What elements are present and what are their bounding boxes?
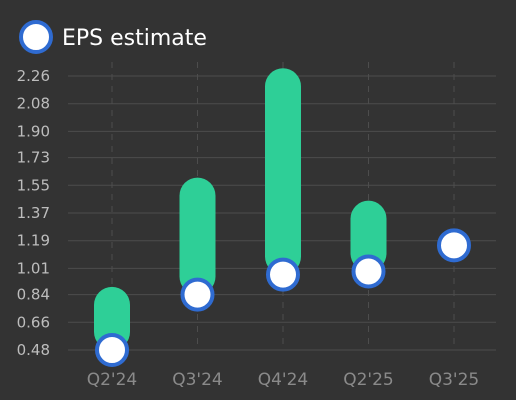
eps-marker bbox=[180, 277, 215, 312]
y-tick-label: 1.55 bbox=[17, 176, 50, 194]
bar bbox=[350, 200, 387, 272]
y-tick-label: 1.90 bbox=[17, 122, 50, 140]
x-tick-label: Q3'24 bbox=[172, 370, 223, 390]
eps-marker bbox=[437, 228, 471, 263]
y-tick-label: 0.66 bbox=[17, 313, 50, 331]
eps-marker bbox=[351, 254, 386, 289]
y-tick-label: 1.37 bbox=[17, 204, 50, 222]
y-tick-label: 2.26 bbox=[17, 67, 50, 85]
x-axis-ticks: Q2'24 Q3'24 Q4'24 Q2'25 Q3'25 bbox=[87, 370, 480, 390]
bar bbox=[179, 177, 216, 295]
y-tick-label: 1.01 bbox=[17, 259, 50, 277]
bar bbox=[265, 68, 301, 275]
legend-marker bbox=[19, 20, 53, 54]
y-axis-ticks: 0.48 0.66 0.84 1.01 1.19 1.37 1.55 1.73 1.90 2.08… bbox=[17, 67, 50, 359]
eps-marker bbox=[95, 333, 129, 367]
y-tick-label: 0.48 bbox=[17, 341, 50, 359]
y-tick-label: 0.84 bbox=[17, 286, 50, 304]
y-tick-label: 1.73 bbox=[17, 149, 50, 167]
eps-marker bbox=[266, 257, 300, 292]
x-tick-label: Q2'25 bbox=[343, 370, 394, 390]
bar bbox=[94, 286, 130, 350]
bars bbox=[94, 68, 387, 350]
y-tick-label: 1.19 bbox=[17, 232, 50, 250]
y-tick-label: 2.08 bbox=[17, 95, 50, 113]
x-tick-label: Q2'24 bbox=[87, 370, 138, 390]
x-tick-label: Q4'24 bbox=[258, 370, 309, 390]
markers bbox=[95, 228, 471, 367]
legend-label: EPS estimate bbox=[62, 26, 207, 51]
x-tick-label: Q3'25 bbox=[429, 370, 480, 390]
legend: EPS estimate bbox=[19, 20, 207, 54]
